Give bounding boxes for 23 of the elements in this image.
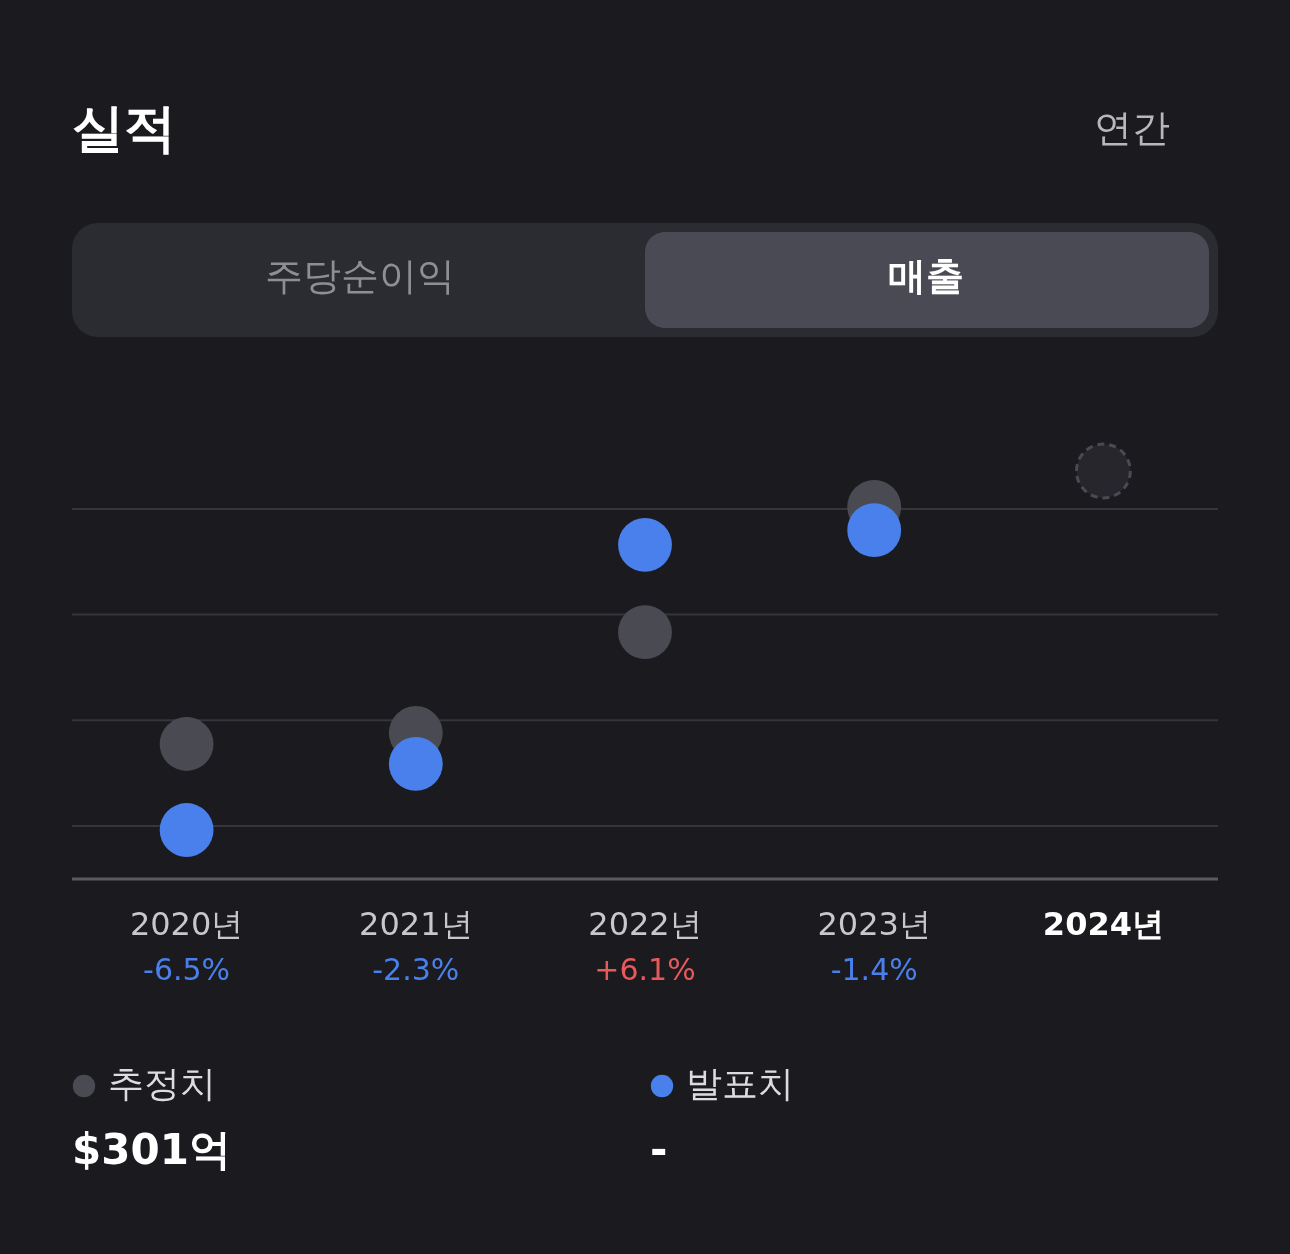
- point: [618, 605, 672, 660]
- x-tick-label: 2022년: [588, 905, 702, 943]
- point: [618, 517, 672, 572]
- point: [388, 737, 443, 791]
- point: [159, 803, 214, 857]
- legend-label: 추정치: [108, 1063, 216, 1104]
- point: [159, 717, 214, 771]
- text: $301억: [72, 1125, 231, 1174]
- x-tick-label: 2023년: [817, 905, 931, 943]
- text: 연간: [1094, 106, 1170, 150]
- text: -1.4%: [830, 952, 918, 987]
- text: 매출: [888, 254, 964, 298]
- x-tick-label: 2020년: [129, 905, 244, 943]
- legend-label: 발표치: [686, 1063, 794, 1104]
- text: -: [650, 1125, 668, 1174]
- point: [847, 503, 902, 558]
- text: -6.5%: [143, 952, 231, 987]
- chart-title: 실적: [72, 98, 176, 158]
- x-tick-label: 2024년: [1042, 905, 1164, 943]
- text: +6.1%: [594, 952, 696, 987]
- text: -2.3%: [372, 952, 460, 987]
- x-tick-label: 2021년: [359, 905, 473, 943]
- text: 주당순이익: [265, 254, 455, 298]
